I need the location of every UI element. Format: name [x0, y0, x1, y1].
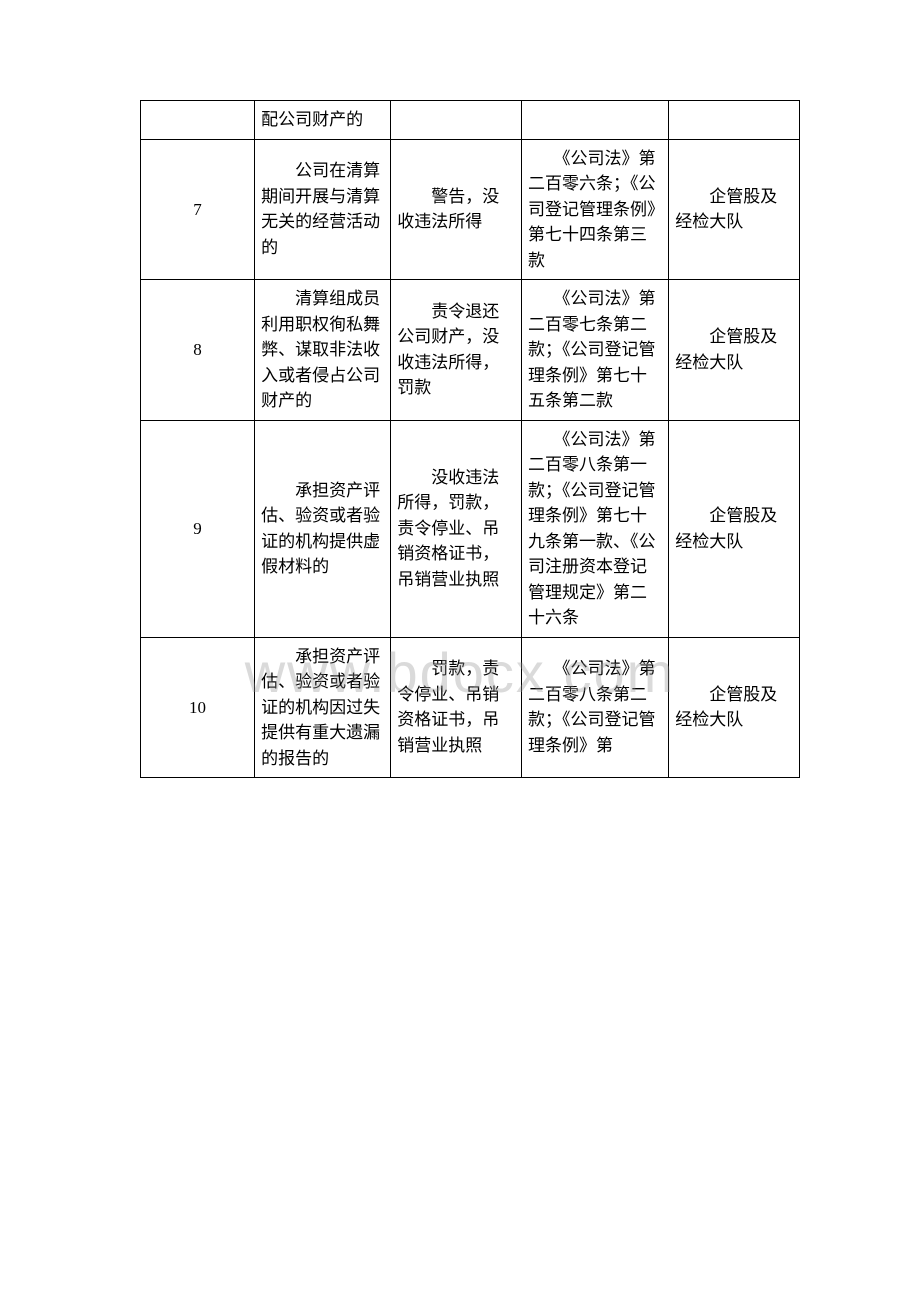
penalty-table: 配公司财产的 7 公司在清算期间开展与清算无关的经营活动的 警告，没收违法所得 …	[140, 100, 800, 778]
cell-basis: 《公司法》第二百零六条；《公司登记管理条例》第七十四条第三款	[521, 139, 668, 280]
cell-act: 承担资产评估、验资或者验证的机构因过失提供有重大遗漏的报告的	[255, 637, 391, 778]
cell-act: 公司在清算期间开展与清算无关的经营活动的	[255, 139, 391, 280]
cell-basis	[521, 101, 668, 140]
document-page: 配公司财产的 7 公司在清算期间开展与清算无关的经营活动的 警告，没收违法所得 …	[0, 0, 920, 878]
cell-dept: 企管股及经检大队	[669, 637, 800, 778]
cell-penalty: 罚款，责令停业、吊销资格证书，吊销营业执照	[391, 637, 522, 778]
cell-basis: 《公司法》第二百零八条第二款；《公司登记管理条例》第	[521, 637, 668, 778]
cell-act: 清算组成员利用职权徇私舞弊、谋取非法收入或者侵占公司财产的	[255, 280, 391, 421]
cell-penalty: 警告，没收违法所得	[391, 139, 522, 280]
cell-dept: 企管股及经检大队	[669, 139, 800, 280]
cell-penalty: 责令退还公司财产，没收违法所得，罚款	[391, 280, 522, 421]
cell-penalty: 没收违法所得，罚款，责令停业、吊销资格证书，吊销营业执照	[391, 420, 522, 637]
cell-num: 8	[141, 280, 255, 421]
table-row: 10 承担资产评估、验资或者验证的机构因过失提供有重大遗漏的报告的 罚款，责令停…	[141, 637, 800, 778]
table-row: 配公司财产的	[141, 101, 800, 140]
cell-penalty	[391, 101, 522, 140]
table-row: 7 公司在清算期间开展与清算无关的经营活动的 警告，没收违法所得 《公司法》第二…	[141, 139, 800, 280]
cell-dept	[669, 101, 800, 140]
table-row: 9 承担资产评估、验资或者验证的机构提供虚假材料的 没收违法所得，罚款，责令停业…	[141, 420, 800, 637]
table-body: 配公司财产的 7 公司在清算期间开展与清算无关的经营活动的 警告，没收违法所得 …	[141, 101, 800, 778]
cell-act: 承担资产评估、验资或者验证的机构提供虚假材料的	[255, 420, 391, 637]
cell-basis: 《公司法》第二百零八条第一款；《公司登记管理条例》第七十九条第一款、《公司注册资…	[521, 420, 668, 637]
cell-act: 配公司财产的	[255, 101, 391, 140]
cell-num: 9	[141, 420, 255, 637]
cell-dept: 企管股及经检大队	[669, 280, 800, 421]
cell-basis: 《公司法》第二百零七条第二款；《公司登记管理条例》第七十五条第二款	[521, 280, 668, 421]
cell-num: 7	[141, 139, 255, 280]
table-row: 8 清算组成员利用职权徇私舞弊、谋取非法收入或者侵占公司财产的 责令退还公司财产…	[141, 280, 800, 421]
cell-dept: 企管股及经检大队	[669, 420, 800, 637]
cell-num: 10	[141, 637, 255, 778]
cell-num	[141, 101, 255, 140]
